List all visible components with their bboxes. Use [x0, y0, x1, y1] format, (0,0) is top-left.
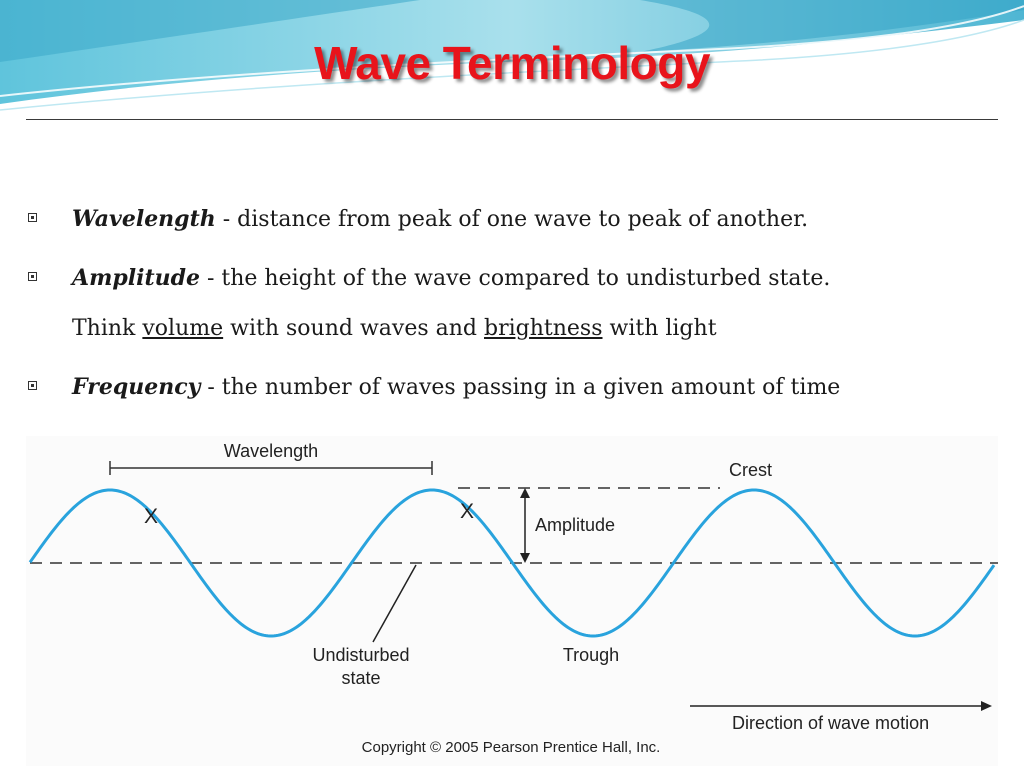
bullet-marker-icon: [28, 381, 37, 390]
bullet-list: Wavelength - distance from peak of one w…: [26, 194, 1006, 413]
term-wavelength: Wavelength: [72, 206, 216, 232]
amplitude-arrow: [520, 488, 530, 563]
amplitude-label: Amplitude: [535, 515, 615, 535]
bullet-wavelength: Wavelength - distance from peak of one w…: [26, 194, 1006, 245]
definition-frequency: - the number of waves passing in a given…: [200, 375, 841, 400]
bullet-amplitude: Amplitude - the height of the wave compa…: [26, 253, 1006, 354]
bullet-marker-icon: [28, 213, 37, 222]
amplitude-note-pre: Think: [72, 316, 143, 341]
definition-wavelength: - distance from peak of one wave to peak…: [215, 207, 809, 232]
term-frequency: Frequency: [72, 374, 201, 400]
crest-label: Crest: [729, 460, 772, 480]
slide-title: Wave Terminology: [314, 37, 710, 89]
x-mark-second-wave: X: [460, 500, 474, 523]
bullet-marker-icon: [28, 272, 37, 281]
undisturbed-pointer: [372, 564, 417, 643]
term-amplitude: Amplitude: [72, 265, 200, 291]
copyright-notice: Copyright © 2005 Pearson Prentice Hall, …: [362, 739, 661, 756]
amplitude-note-post: with light: [602, 316, 717, 341]
direction-label: Direction of wave motion: [732, 713, 929, 733]
trough-label: Trough: [563, 645, 619, 665]
wavelength-bracket: [109, 461, 433, 475]
wavelength-label: Wavelength: [224, 441, 318, 461]
x-mark-first-wave: X: [144, 505, 158, 528]
title-divider: [26, 119, 998, 120]
wave-diagram: Wavelength Crest Amplitude Undisturbed s…: [26, 436, 998, 766]
undisturbed-label-line2: state: [341, 668, 380, 688]
keyword-volume: volume: [142, 316, 224, 341]
header-swoosh-decoration: [0, 0, 1024, 111]
keyword-brightness: brightness: [484, 316, 603, 341]
direction-arrow: [690, 701, 992, 711]
bullet-frequency: Frequency - the number of waves passing …: [26, 362, 1006, 413]
definition-amplitude: - the height of the wave compared to und…: [199, 266, 831, 291]
sine-wave: [28, 488, 996, 638]
undisturbed-label-line1: Undisturbed: [312, 645, 409, 665]
amplitude-note-mid: with sound waves and: [223, 316, 484, 341]
